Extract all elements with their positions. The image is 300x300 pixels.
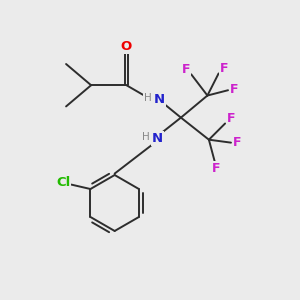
Text: N: N xyxy=(152,132,163,145)
Text: F: F xyxy=(227,112,235,125)
Text: F: F xyxy=(233,136,242,149)
Text: F: F xyxy=(212,162,220,175)
Text: N: N xyxy=(154,93,165,106)
Text: H: H xyxy=(142,132,149,142)
Text: F: F xyxy=(182,62,190,76)
Text: F: F xyxy=(230,83,239,96)
Text: O: O xyxy=(121,40,132,53)
Text: F: F xyxy=(220,61,228,75)
Text: Cl: Cl xyxy=(56,176,70,189)
Text: H: H xyxy=(144,93,152,103)
